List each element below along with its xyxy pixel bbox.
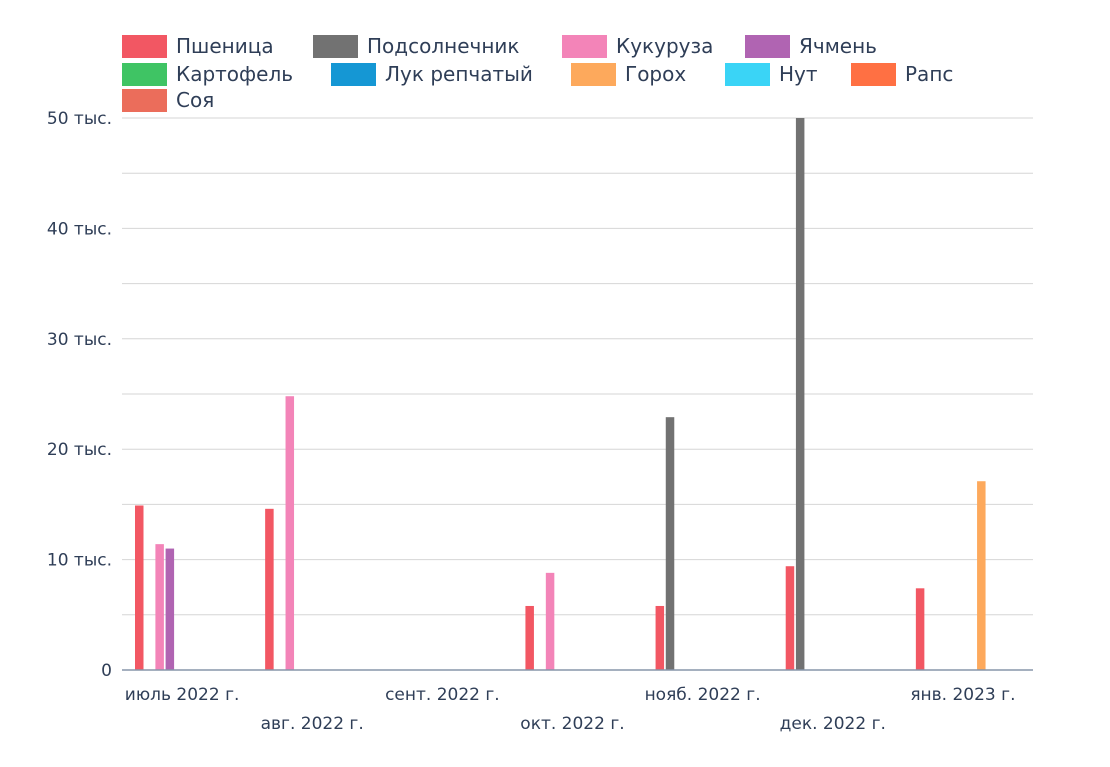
y-tick-label: 20 тыс. <box>47 440 112 460</box>
legend-label: Лук репчатый <box>385 62 533 86</box>
y-tick-label: 30 тыс. <box>47 330 112 350</box>
bar <box>665 417 675 670</box>
legend-label: Нут <box>779 62 818 86</box>
bar <box>285 396 295 670</box>
bar <box>915 588 925 670</box>
legend-swatch <box>571 63 616 86</box>
legend-label: Кукуруза <box>616 34 713 58</box>
x-tick-label: дек. 2022 г. <box>780 714 886 734</box>
legend-swatch <box>122 89 167 112</box>
bar <box>977 481 986 670</box>
bar <box>545 572 555 670</box>
legend-swatch <box>331 63 376 86</box>
x-tick-label: нояб. 2022 г. <box>645 685 761 705</box>
legend-label: Пшеница <box>176 34 274 58</box>
bar <box>525 605 534 670</box>
legend-label: Горох <box>625 62 686 86</box>
y-tick-label: 0 <box>101 661 112 681</box>
legend-label: Соя <box>176 88 214 112</box>
y-tick-label: 40 тыс. <box>47 219 112 239</box>
bar <box>655 605 665 670</box>
bar <box>265 508 274 670</box>
x-tick-label: сент. 2022 г. <box>385 685 500 705</box>
x-tick-label: авг. 2022 г. <box>261 714 364 734</box>
bar <box>155 544 164 670</box>
legend-swatch <box>122 35 167 58</box>
x-tick-label: окт. 2022 г. <box>520 714 624 734</box>
legend-label: Ячмень <box>799 34 877 58</box>
legend-swatch <box>725 63 770 86</box>
bar <box>795 118 805 670</box>
x-tick-label: июль 2022 г. <box>125 685 240 705</box>
legend-swatch <box>313 35 358 58</box>
legend-label: Подсолнечник <box>367 34 519 58</box>
legend-label: Рапс <box>905 62 953 86</box>
y-tick-label: 50 тыс. <box>47 109 112 129</box>
bar <box>785 566 795 670</box>
legend-swatch <box>122 63 167 86</box>
y-tick-label: 10 тыс. <box>47 551 112 571</box>
legend-swatch <box>562 35 607 58</box>
legend-swatch <box>745 35 790 58</box>
legend-swatch <box>851 63 896 86</box>
x-tick-label: янв. 2023 г. <box>910 685 1015 705</box>
bar <box>165 548 175 670</box>
legend-label: Картофель <box>176 62 293 86</box>
gridlines <box>122 117 1033 616</box>
bar <box>135 505 144 670</box>
